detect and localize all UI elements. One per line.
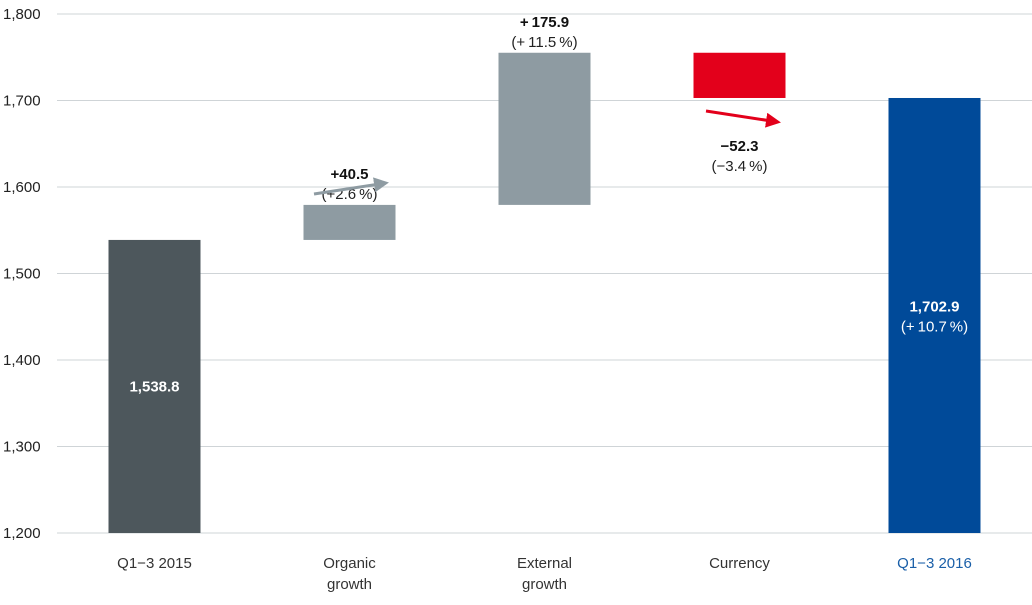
value-label: 1,702.9 xyxy=(909,298,959,315)
y-tick-label: 1,600 xyxy=(3,179,41,196)
category-label: Q1−3 2015 xyxy=(117,555,192,572)
value-label: 1,538.8 xyxy=(129,378,179,395)
value-label: + 175.9 xyxy=(520,14,569,31)
category-label: Currency xyxy=(709,555,770,572)
bar-q1_3_2015 xyxy=(108,239,201,534)
y-tick-label: 1,300 xyxy=(3,439,41,456)
category-label: Organic xyxy=(323,555,376,572)
y-tick-label: 1,400 xyxy=(3,352,41,369)
category-label: External xyxy=(517,555,572,572)
y-tick-label: 1,200 xyxy=(3,525,41,542)
percent-label: (−3.4 %) xyxy=(712,158,768,175)
value-label: +40.5 xyxy=(331,166,369,183)
category-label: growth xyxy=(522,576,567,593)
category-label: growth xyxy=(327,576,372,593)
up-arrow-icon xyxy=(313,177,389,196)
bar-currency xyxy=(693,52,786,98)
category-label: Q1−3 2016 xyxy=(897,555,972,572)
bar-q1_3_2016 xyxy=(888,97,981,533)
value-label: −52.3 xyxy=(721,138,759,155)
percent-label: (+ 11.5 %) xyxy=(511,34,577,51)
y-tick-label: 1,700 xyxy=(3,93,41,110)
bar-external_growth xyxy=(498,52,591,205)
down-arrow-icon xyxy=(705,109,781,128)
y-tick-label: 1,800 xyxy=(3,6,41,23)
y-tick-label: 1,500 xyxy=(3,266,41,283)
bar-organic_growth xyxy=(303,204,396,240)
percent-label: (+ 10.7 %) xyxy=(901,318,968,335)
